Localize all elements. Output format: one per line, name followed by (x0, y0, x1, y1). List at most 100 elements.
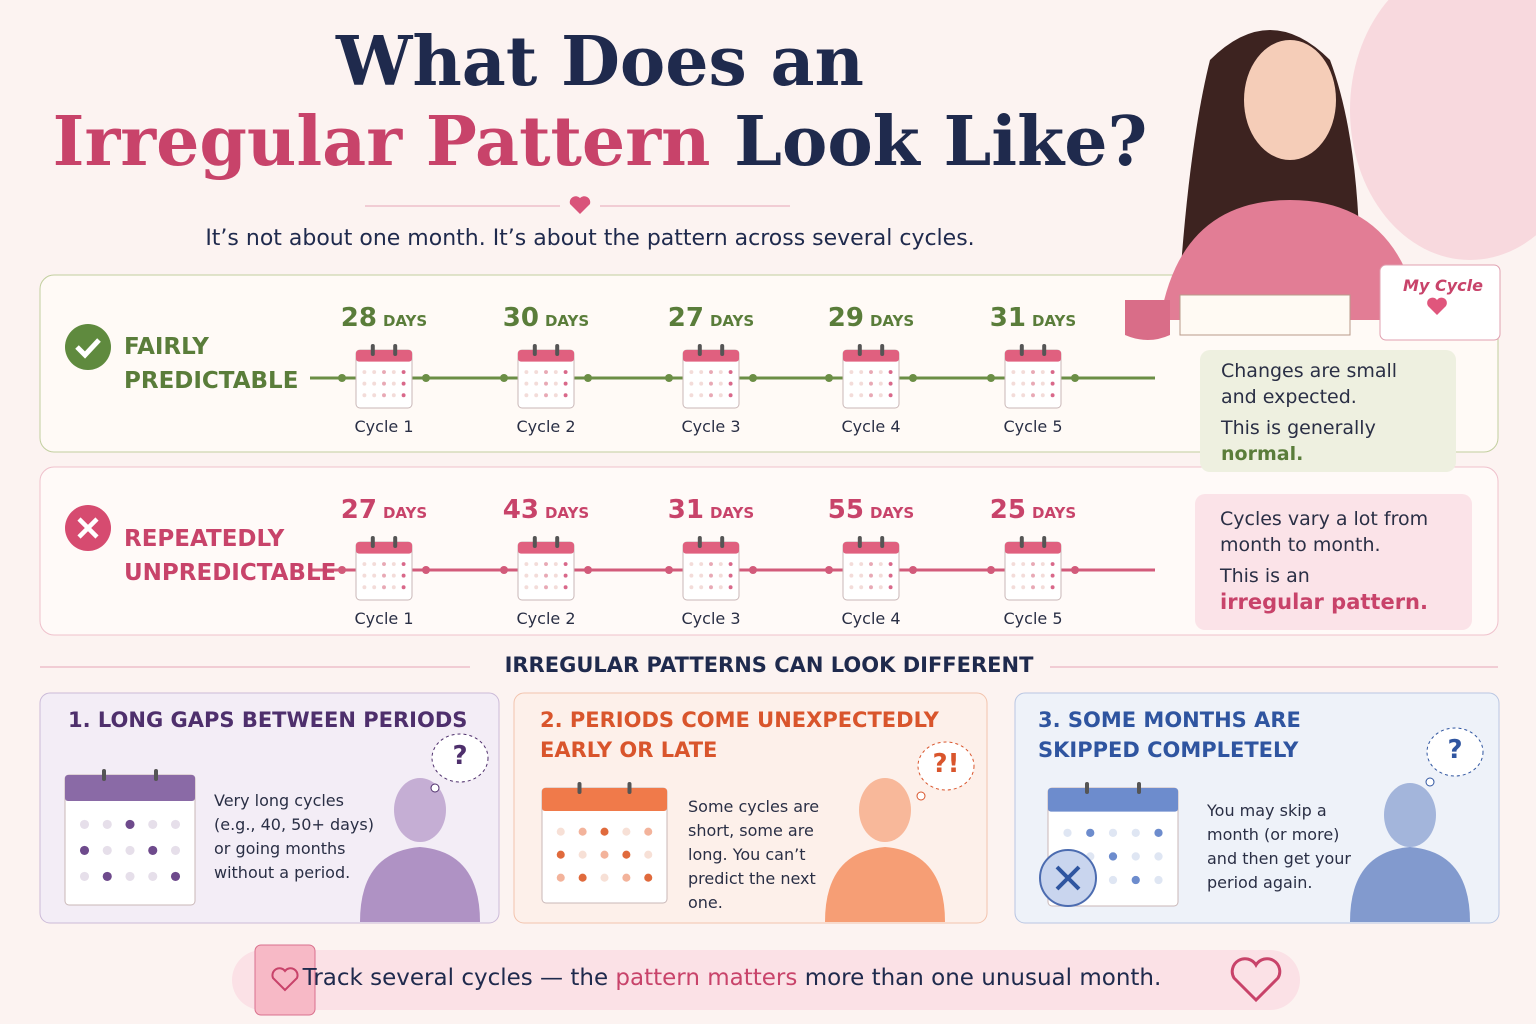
calendar-dot (859, 573, 864, 578)
days-unit: DAYS (382, 312, 428, 330)
days-unit: DAYS (382, 504, 428, 522)
calendar-dot (728, 370, 733, 375)
calendar-ring (532, 536, 537, 548)
calendar-dot (391, 393, 396, 398)
calendar-dot (362, 381, 367, 386)
calendar-dot (878, 370, 883, 375)
calendar-icon (682, 344, 740, 409)
calendar-dot (699, 585, 704, 590)
calendar-dot (102, 871, 112, 881)
calendar-head (1005, 542, 1061, 554)
calendar-dot (170, 871, 181, 881)
calendar-dot (718, 573, 723, 578)
calendar-dot (888, 585, 893, 590)
note-box (1200, 350, 1456, 472)
calendar-dot (1154, 852, 1163, 861)
decor (1350, 0, 1536, 260)
note: Changes are small and expected. (1221, 360, 1398, 408)
cycle-label: Cycle 4 (841, 609, 901, 628)
card-title: 3. SOME MONTHS ARE SKIPPED COMPLETELY (1038, 708, 1301, 762)
calendar-ring (370, 536, 375, 548)
calendar-dot (125, 845, 135, 855)
calendar-dot (524, 585, 529, 590)
calendar-dot (644, 850, 653, 859)
calendar-icon (355, 344, 413, 409)
calendar-dot (1031, 585, 1035, 590)
title-end: Look Like? (734, 102, 1148, 182)
calendar-dot (148, 845, 158, 855)
calendar-dot (849, 393, 854, 398)
calendar-dot (728, 562, 733, 566)
cycle-label: Cycle 1 (354, 417, 414, 436)
calendar-dot (869, 370, 873, 375)
connector-dot (749, 566, 757, 574)
row-label: FAIRLY PREDICTABLE (124, 334, 299, 394)
calendar-dot (1108, 828, 1118, 837)
calendar-dot (382, 585, 386, 590)
calendar-ring (720, 344, 725, 356)
calendar-ring (880, 536, 885, 548)
calendar-head (683, 542, 739, 554)
thought-dot (430, 783, 440, 793)
calendar-ring (555, 536, 560, 548)
calendar-dot (534, 393, 539, 398)
calendar-dot (401, 393, 406, 398)
connector-dot (909, 566, 917, 574)
calendar-dot (709, 370, 713, 375)
calendar-dot (391, 562, 396, 566)
calendar-dot (878, 393, 883, 398)
calendar-dot (401, 585, 406, 590)
card-title: 2. PERIODS COME UNEXPECTEDLY EARLY OR LA… (540, 708, 939, 762)
title-highlight: Irregular Pattern (52, 102, 711, 182)
calendar-icon (517, 536, 575, 601)
calendar-dot (888, 393, 893, 398)
card-text: Some cycles are short, some are long. Yo… (688, 797, 820, 912)
calendar-dot (859, 585, 864, 590)
cycle-label: Cycle 5 (1003, 417, 1063, 436)
calendar-dot (869, 585, 873, 590)
calendar-dot (563, 573, 568, 578)
calendar-dot (699, 393, 704, 398)
days-value: 31 (667, 495, 704, 525)
calendar-dot (534, 370, 539, 375)
calendar-dot (728, 573, 733, 578)
calendar-dot (689, 370, 694, 375)
cycle-label: Cycle 3 (681, 417, 741, 436)
footer-pill (232, 950, 1300, 1010)
footer-start: Track several cycles — the (302, 965, 609, 991)
calendar-ring (697, 344, 702, 356)
calendar-dot (524, 562, 529, 566)
calendar-dot (401, 370, 406, 375)
calendar-dot (888, 573, 893, 578)
card-text: Very long cycles (e.g., 40, 50+ days) or… (214, 791, 374, 882)
calendar-dot (689, 393, 694, 398)
calendar-dot (1040, 573, 1045, 578)
calendar-head (518, 542, 574, 554)
calendar-ring (154, 769, 158, 781)
footer-highlight: pattern matters (615, 965, 798, 991)
calendar-dot (382, 562, 386, 566)
calendar-dot (1021, 585, 1026, 590)
calendar-dot (600, 850, 609, 859)
calendar-dot (709, 573, 713, 578)
calendar-dot (709, 562, 713, 566)
calendar-ring (697, 536, 702, 548)
calendar-dot (1040, 585, 1045, 590)
calendar-dot (1154, 828, 1163, 837)
cycle-label: Cycle 5 (1003, 609, 1063, 628)
woman-illustration (1125, 30, 1501, 341)
calendar-head (1048, 788, 1178, 812)
calendar-dot (362, 370, 367, 375)
days: 28 DAYS (314, 303, 454, 333)
calendar-dot (170, 845, 181, 855)
calendar-label: My Cycle (1403, 276, 1483, 295)
calendar-dot (544, 585, 548, 590)
person-figure (360, 847, 480, 922)
calendar-dot (556, 873, 565, 882)
calendar-dot (728, 381, 733, 386)
calendar-ring (370, 344, 375, 356)
calendar-dot (878, 381, 883, 386)
calendar-dot (689, 562, 694, 566)
calendar-dot (869, 573, 873, 578)
calendar-dot (849, 370, 854, 375)
